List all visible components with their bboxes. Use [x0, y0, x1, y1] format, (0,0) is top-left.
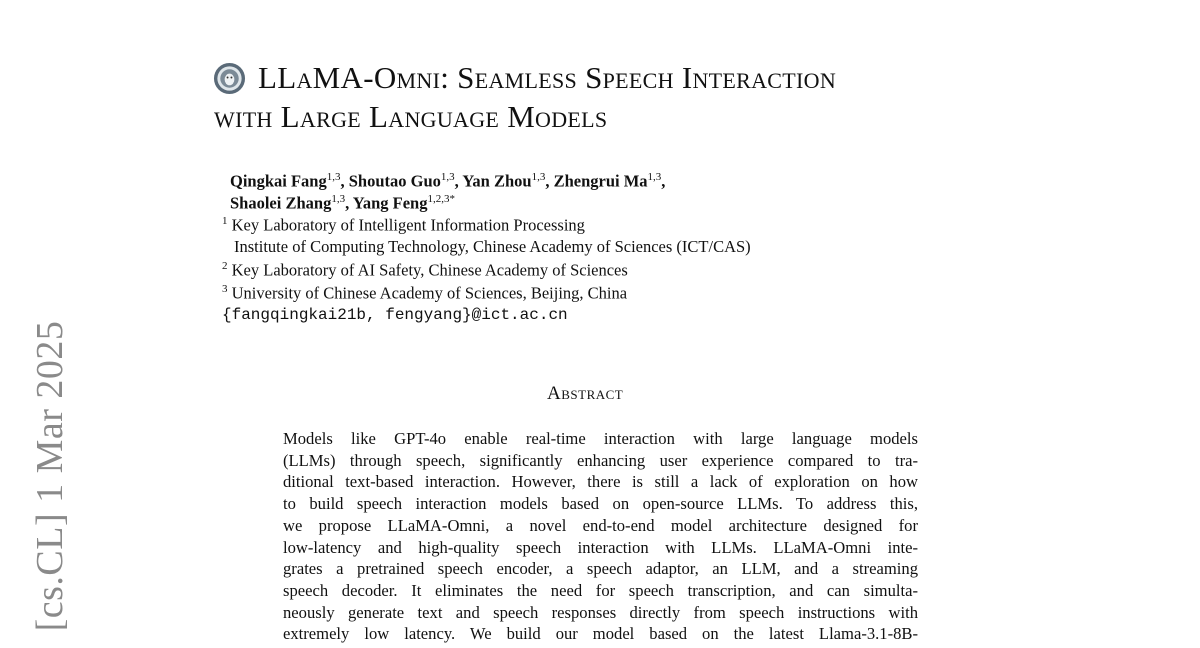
arxiv-stamp: [cs.CL] 1 Mar 2025 [29, 320, 71, 632]
abstract-line: low-latency and high-quality speech inte… [283, 537, 918, 557]
affiliation-number: 3 [222, 283, 228, 295]
abstract-line: Models like GPT-4o enable real-time inte… [283, 429, 918, 448]
author-name: Qingkai Fang [230, 171, 327, 191]
affiliation-text: Key Laboratory of Intelligent Informatio… [231, 215, 585, 235]
author-affiliation: 1,3 [440, 171, 455, 183]
author-name: Yang Feng [352, 193, 428, 213]
paper-title-line-1: LLaMA-Omni: Seamless Speech Interaction [258, 60, 837, 95]
affiliation-number: 2 [222, 260, 228, 272]
contact-email: {fangqingkai21b, fengyang}@ict.ac.cn [222, 306, 568, 324]
abstract-line: speech decoder. It eliminates the need f… [283, 580, 918, 600]
abstract-line: (LLMs) through speech, significantly enh… [283, 450, 918, 470]
author-name: Yan Zhou [462, 171, 532, 191]
author-affiliation: 1,3 [647, 171, 662, 183]
author-name: Zhengrui Ma [553, 171, 648, 191]
affiliation-text: Institute of Computing Technology, Chine… [234, 237, 751, 256]
abstract-line: neously generate text and speech respons… [283, 602, 918, 622]
abstract-heading: Abstract [547, 383, 624, 404]
author-list-line-1: Qingkai Fang1,3, Shoutao Guo1,3, Yan Zho… [230, 171, 666, 191]
affiliation: 2 Key Laboratory of AI Safety, Chinese A… [222, 260, 628, 281]
abstract-line: grates a pretrained speech encoder, a sp… [283, 559, 918, 579]
author-affiliation: 1,3 [331, 193, 346, 205]
affiliation: 3 University of Chinese Academy of Scien… [222, 283, 627, 304]
abstract-line: extremely low latency. We build our mode… [283, 624, 918, 644]
abstract-line: ditional text-based interaction. However… [283, 472, 918, 492]
author-affiliation: 1,3 [531, 171, 546, 183]
affiliation: 1 Key Laboratory of Intelligent Informat… [222, 215, 585, 236]
paper-title-line-2: with Large Language Models [214, 99, 608, 134]
llama-logo-icon [213, 62, 246, 95]
affiliation: Institute of Computing Technology, Chine… [234, 237, 751, 257]
affiliation-number: 1 [222, 215, 228, 227]
author-affiliation: 1,2,3* [427, 193, 455, 205]
abstract-line: to build speech interaction models based… [283, 494, 918, 514]
author-name: Shoutao Guo [348, 171, 441, 191]
affiliation-text: University of Chinese Academy of Science… [231, 283, 628, 303]
author-list-line-2: Shaolei Zhang1,3, Yang Feng1,2,3* [230, 193, 455, 213]
author-affiliation: 1,3 [326, 171, 341, 183]
author-name: Shaolei Zhang [230, 193, 332, 213]
affiliation-text: Key Laboratory of AI Safety, Chinese Aca… [231, 260, 628, 280]
abstract-line: we propose LLaMA-Omni, a novel end-to-en… [283, 515, 918, 535]
